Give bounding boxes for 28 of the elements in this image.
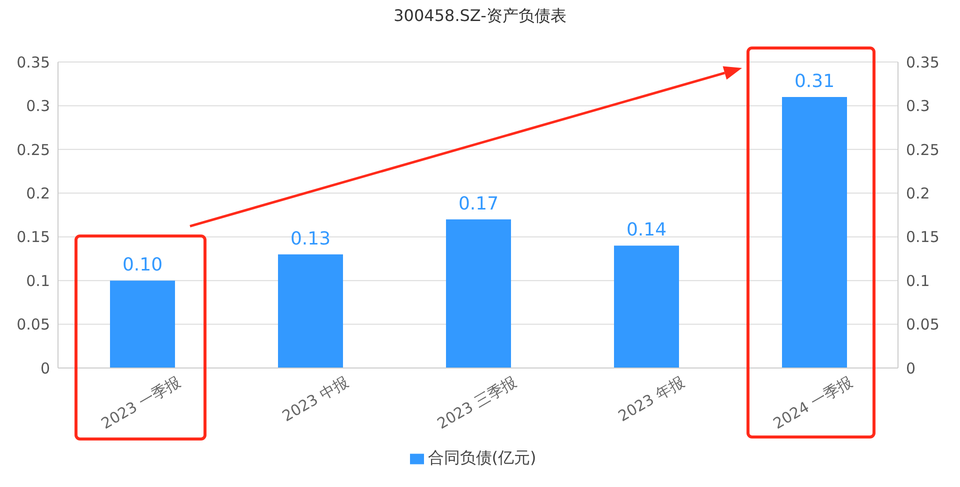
y-tick-label: 0.3 (26, 97, 50, 116)
y-tick-label: 0 (40, 359, 50, 378)
data-label: 0.10 (122, 254, 163, 276)
bar (614, 246, 679, 368)
y2-tick-label: 0.05 (906, 316, 940, 334)
y-tick-label: 0.35 (16, 53, 50, 72)
y2-tick-label: 0.35 (906, 53, 940, 72)
y2-tick-label: 0.15 (906, 228, 940, 246)
bar (446, 219, 511, 368)
y2-tick-label: 0.1 (906, 272, 930, 290)
data-label: 0.13 (290, 228, 331, 250)
y-tick-label: 0.15 (16, 228, 50, 246)
y2-tick-label: 0 (906, 359, 916, 378)
y-tick-label: 0.2 (26, 184, 50, 202)
y-tick-label: 0.25 (16, 140, 50, 159)
y-tick-label: 0.1 (26, 272, 50, 290)
legend-label: 合同负债(亿元) (428, 448, 536, 467)
bar (782, 96, 847, 368)
chart-title: 300458.SZ-资产负债表 (392, 6, 568, 27)
y2-tick-label: 0.2 (906, 184, 930, 202)
bar (278, 254, 343, 368)
y2-tick-label: 0.3 (906, 97, 930, 116)
bar (110, 280, 175, 368)
y-tick-label: 0.05 (16, 316, 50, 334)
y2-tick-label: 0.25 (906, 140, 940, 159)
data-label: 0.17 (458, 193, 499, 214)
data-label: 0.31 (794, 70, 835, 92)
data-label: 0.14 (626, 220, 667, 241)
